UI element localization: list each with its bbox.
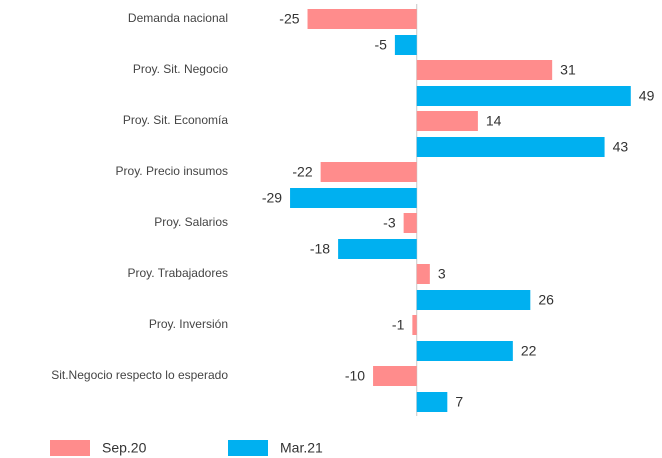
data-label: 22	[521, 343, 537, 359]
data-label: -5	[374, 37, 387, 53]
legend-swatch	[228, 440, 268, 456]
bar	[416, 341, 513, 361]
category-label: Proy. Precio insumos	[116, 164, 228, 178]
data-label: -10	[345, 368, 365, 384]
bar	[416, 264, 430, 284]
category-label: Sit.Negocio respecto lo esperado	[51, 368, 228, 382]
category-label: Proy. Sit. Negocio	[133, 62, 228, 76]
bar	[338, 239, 417, 259]
data-label: -29	[262, 190, 282, 206]
bar	[416, 111, 478, 131]
bar	[416, 86, 631, 106]
data-label: 43	[613, 139, 629, 155]
data-label: 31	[560, 62, 576, 78]
data-label: 3	[438, 266, 446, 282]
bar	[416, 392, 448, 412]
category-label: Proy. Sit. Economía	[123, 113, 228, 127]
data-label: 26	[538, 292, 554, 308]
data-label: 14	[486, 113, 502, 129]
bar	[290, 188, 417, 208]
bar	[416, 60, 553, 80]
data-label: -3	[383, 215, 396, 231]
bar	[394, 35, 417, 55]
bar	[307, 9, 417, 29]
category-label: Proy. Inversión	[149, 317, 228, 331]
bar	[320, 162, 417, 182]
bar	[403, 213, 417, 233]
category-label: Proy. Salarios	[154, 215, 228, 229]
legend-label: Sep.20	[102, 440, 147, 456]
data-label: -22	[292, 164, 312, 180]
data-label: 7	[455, 394, 463, 410]
category-label: Demanda nacional	[128, 11, 228, 25]
bar	[412, 315, 417, 335]
data-label: 49	[639, 88, 655, 104]
bar	[416, 137, 605, 157]
data-label: -25	[279, 11, 299, 27]
category-label: Proy. Trabajadores	[128, 266, 229, 280]
legend-swatch	[50, 440, 90, 456]
bar	[373, 366, 417, 386]
legend-label: Mar.21	[280, 440, 323, 456]
data-label: -18	[310, 241, 330, 257]
data-label: -1	[392, 317, 405, 333]
bar	[416, 290, 531, 310]
